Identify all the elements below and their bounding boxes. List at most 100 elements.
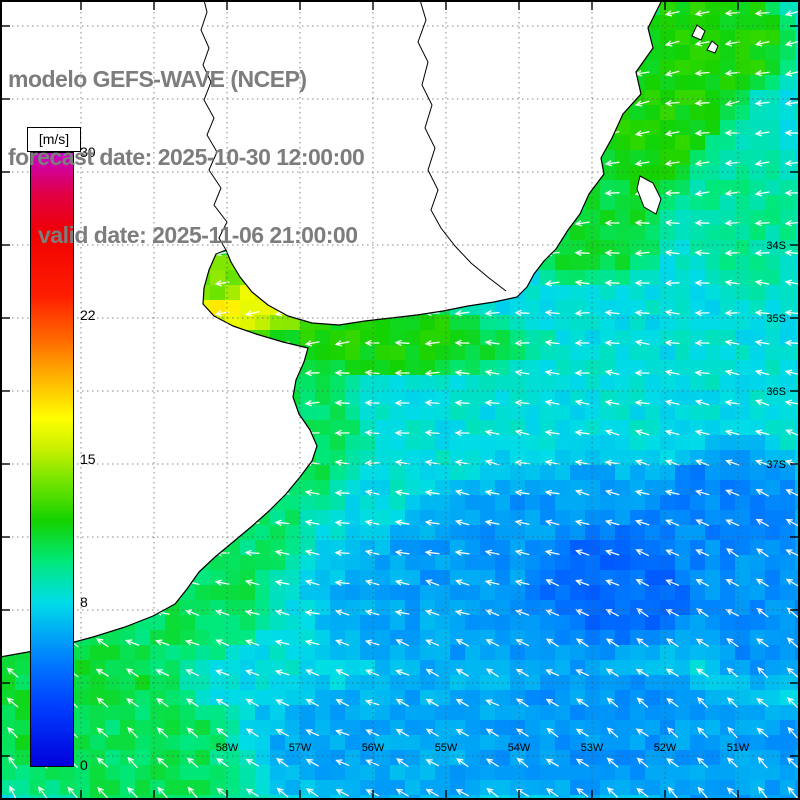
wind-arrow — [755, 548, 769, 558]
wind-arrow — [7, 726, 18, 738]
wind-arrow — [575, 638, 589, 647]
wind-arrow — [754, 429, 770, 436]
wind-arrow — [636, 638, 649, 648]
wind-arrow — [724, 429, 740, 436]
wind-arrow — [484, 549, 500, 556]
wind-arrow — [695, 549, 710, 557]
rivers — [200, 0, 507, 292]
wind-arrow — [485, 668, 499, 677]
wind-arrow — [424, 459, 440, 466]
wind-arrow — [484, 339, 500, 346]
wind-arrow — [157, 786, 168, 799]
wind-arrow — [604, 549, 620, 556]
wind-arrow — [156, 757, 169, 768]
wind-arrow — [784, 399, 800, 406]
wind-arrow — [784, 100, 800, 107]
wind-arrow — [754, 190, 770, 197]
wind-arrow — [757, 666, 768, 678]
wind-arrow — [304, 400, 320, 407]
wind-arrow — [97, 786, 108, 799]
wind-arrow — [395, 698, 409, 707]
wind-arrow — [395, 728, 409, 737]
wind-arrow — [304, 579, 320, 586]
wind-arrow — [575, 669, 590, 677]
wind-arrow — [634, 489, 650, 496]
wind-arrow — [484, 429, 500, 436]
wind-arrow — [784, 160, 800, 167]
wind-arrow — [604, 219, 620, 227]
wind-arrow — [574, 339, 590, 347]
wind-arrow — [697, 786, 708, 799]
wind-arrow — [96, 638, 109, 648]
wind-arrow — [605, 668, 619, 677]
wind-arrow — [604, 279, 620, 287]
wind-arrow — [96, 757, 109, 768]
wind-arrow — [574, 459, 590, 466]
wind-arrow — [726, 638, 739, 648]
wind-arrow — [514, 399, 530, 406]
wind-arrow — [604, 429, 620, 436]
wind-arrow — [454, 429, 470, 437]
wind-arrow — [634, 160, 650, 167]
wind-arrow — [634, 130, 650, 137]
wind-arrow — [514, 489, 530, 496]
wind-arrow — [576, 788, 589, 798]
wind-arrow — [214, 579, 230, 586]
wind-arrow — [754, 130, 770, 137]
longitude-label: 58W — [216, 742, 239, 754]
wind-arrow — [425, 698, 439, 707]
wind-arrow — [394, 339, 410, 346]
wind-arrow — [514, 519, 530, 526]
wind-arrow — [634, 339, 650, 346]
island — [706, 40, 719, 54]
wind-arrow — [425, 639, 440, 646]
wind-arrow — [575, 579, 590, 586]
wind-arrow — [8, 755, 18, 769]
wind-arrow — [95, 668, 109, 677]
wind-arrow — [784, 309, 800, 316]
wind-arrow — [425, 788, 439, 797]
wind-arrow — [545, 788, 559, 798]
colorbar-gradient — [30, 152, 74, 767]
wind-arrow — [394, 579, 410, 586]
wind-arrow — [425, 579, 440, 586]
wind-arrow — [424, 609, 440, 616]
wind-arrow — [725, 579, 739, 587]
wind-arrow — [484, 459, 500, 466]
wind-arrow — [305, 758, 319, 767]
wind-arrow — [666, 727, 679, 738]
wind-arrow — [304, 639, 320, 646]
wind-arrow — [604, 489, 620, 496]
wind-arrow — [304, 370, 320, 377]
axis-labels: 34S 35S 36S 37S 58W 57W 56W 55W 54W 53W 52W 51W — [216, 240, 786, 754]
wind-arrow — [575, 549, 590, 556]
wind-arrow — [724, 459, 740, 466]
wind-arrow — [785, 549, 800, 557]
wind-arrow — [454, 519, 470, 526]
wind-arrow — [334, 369, 350, 376]
wind-arrow — [516, 757, 529, 768]
wind-arrow — [544, 399, 560, 406]
wind-arrow — [514, 579, 530, 586]
wind-arrow — [304, 489, 320, 496]
wind-arrow — [755, 578, 769, 587]
wind-arrow — [454, 339, 470, 347]
wind-arrow — [455, 668, 469, 677]
wind-arrow — [695, 608, 709, 617]
wind-arrow — [395, 758, 409, 768]
wind-arrow — [694, 399, 710, 406]
wind-arrow — [394, 549, 410, 556]
wind-arrow — [335, 789, 349, 797]
longitude-label: 53W — [581, 742, 604, 754]
wind-arrow — [634, 279, 650, 287]
colorbar-tick-label: 30 — [80, 144, 96, 160]
wind-arrow — [664, 100, 680, 107]
wind-arrow — [395, 639, 410, 647]
wind-arrow — [394, 489, 410, 496]
wind-arrow — [785, 429, 800, 436]
wind-arrow — [664, 429, 680, 436]
wind-arrow — [215, 669, 230, 676]
wind-arrow — [274, 639, 290, 646]
wind-arrow — [724, 220, 740, 227]
wind-arrow — [335, 639, 350, 646]
